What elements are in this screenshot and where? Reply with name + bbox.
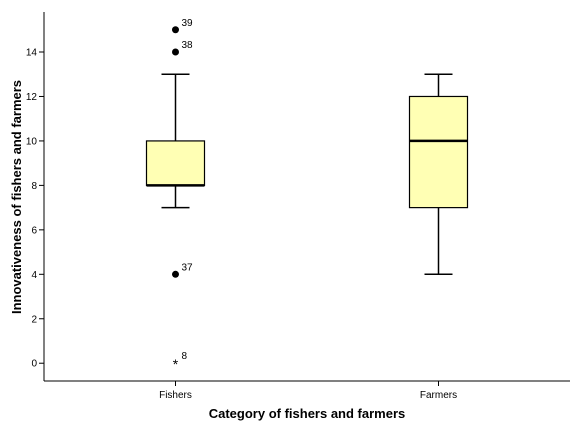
x-tick-label-farmers: Farmers — [420, 390, 457, 401]
y-tick-label: 0 — [31, 359, 37, 370]
outlier-star-marker: * — [173, 356, 179, 372]
box-fishers — [145, 140, 206, 186]
y-tick-label: 8 — [31, 181, 37, 192]
outlier-point — [172, 270, 179, 278]
y-tick-label: 10 — [26, 136, 38, 147]
outlier-point — [172, 26, 179, 34]
y-tick-label: 6 — [31, 225, 37, 236]
y-tick-label: 2 — [31, 314, 37, 325]
outlier-label: 8 — [182, 351, 188, 362]
outlier-label: 39 — [182, 18, 194, 29]
y-axis-title: Innovativeness of fishers and farmers — [9, 80, 24, 314]
y-tick-label: 12 — [26, 92, 38, 103]
outlier-label: 37 — [182, 262, 194, 273]
y-tick-label: 14 — [26, 48, 38, 59]
outlier-label: 38 — [182, 40, 194, 51]
x-tick-label-fishers: Fishers — [159, 390, 192, 401]
box-farmers — [408, 95, 469, 209]
y-tick-label: 4 — [31, 270, 37, 281]
x-axis-title: Category of fishers and farmers — [209, 406, 406, 421]
outlier-point — [172, 48, 179, 56]
